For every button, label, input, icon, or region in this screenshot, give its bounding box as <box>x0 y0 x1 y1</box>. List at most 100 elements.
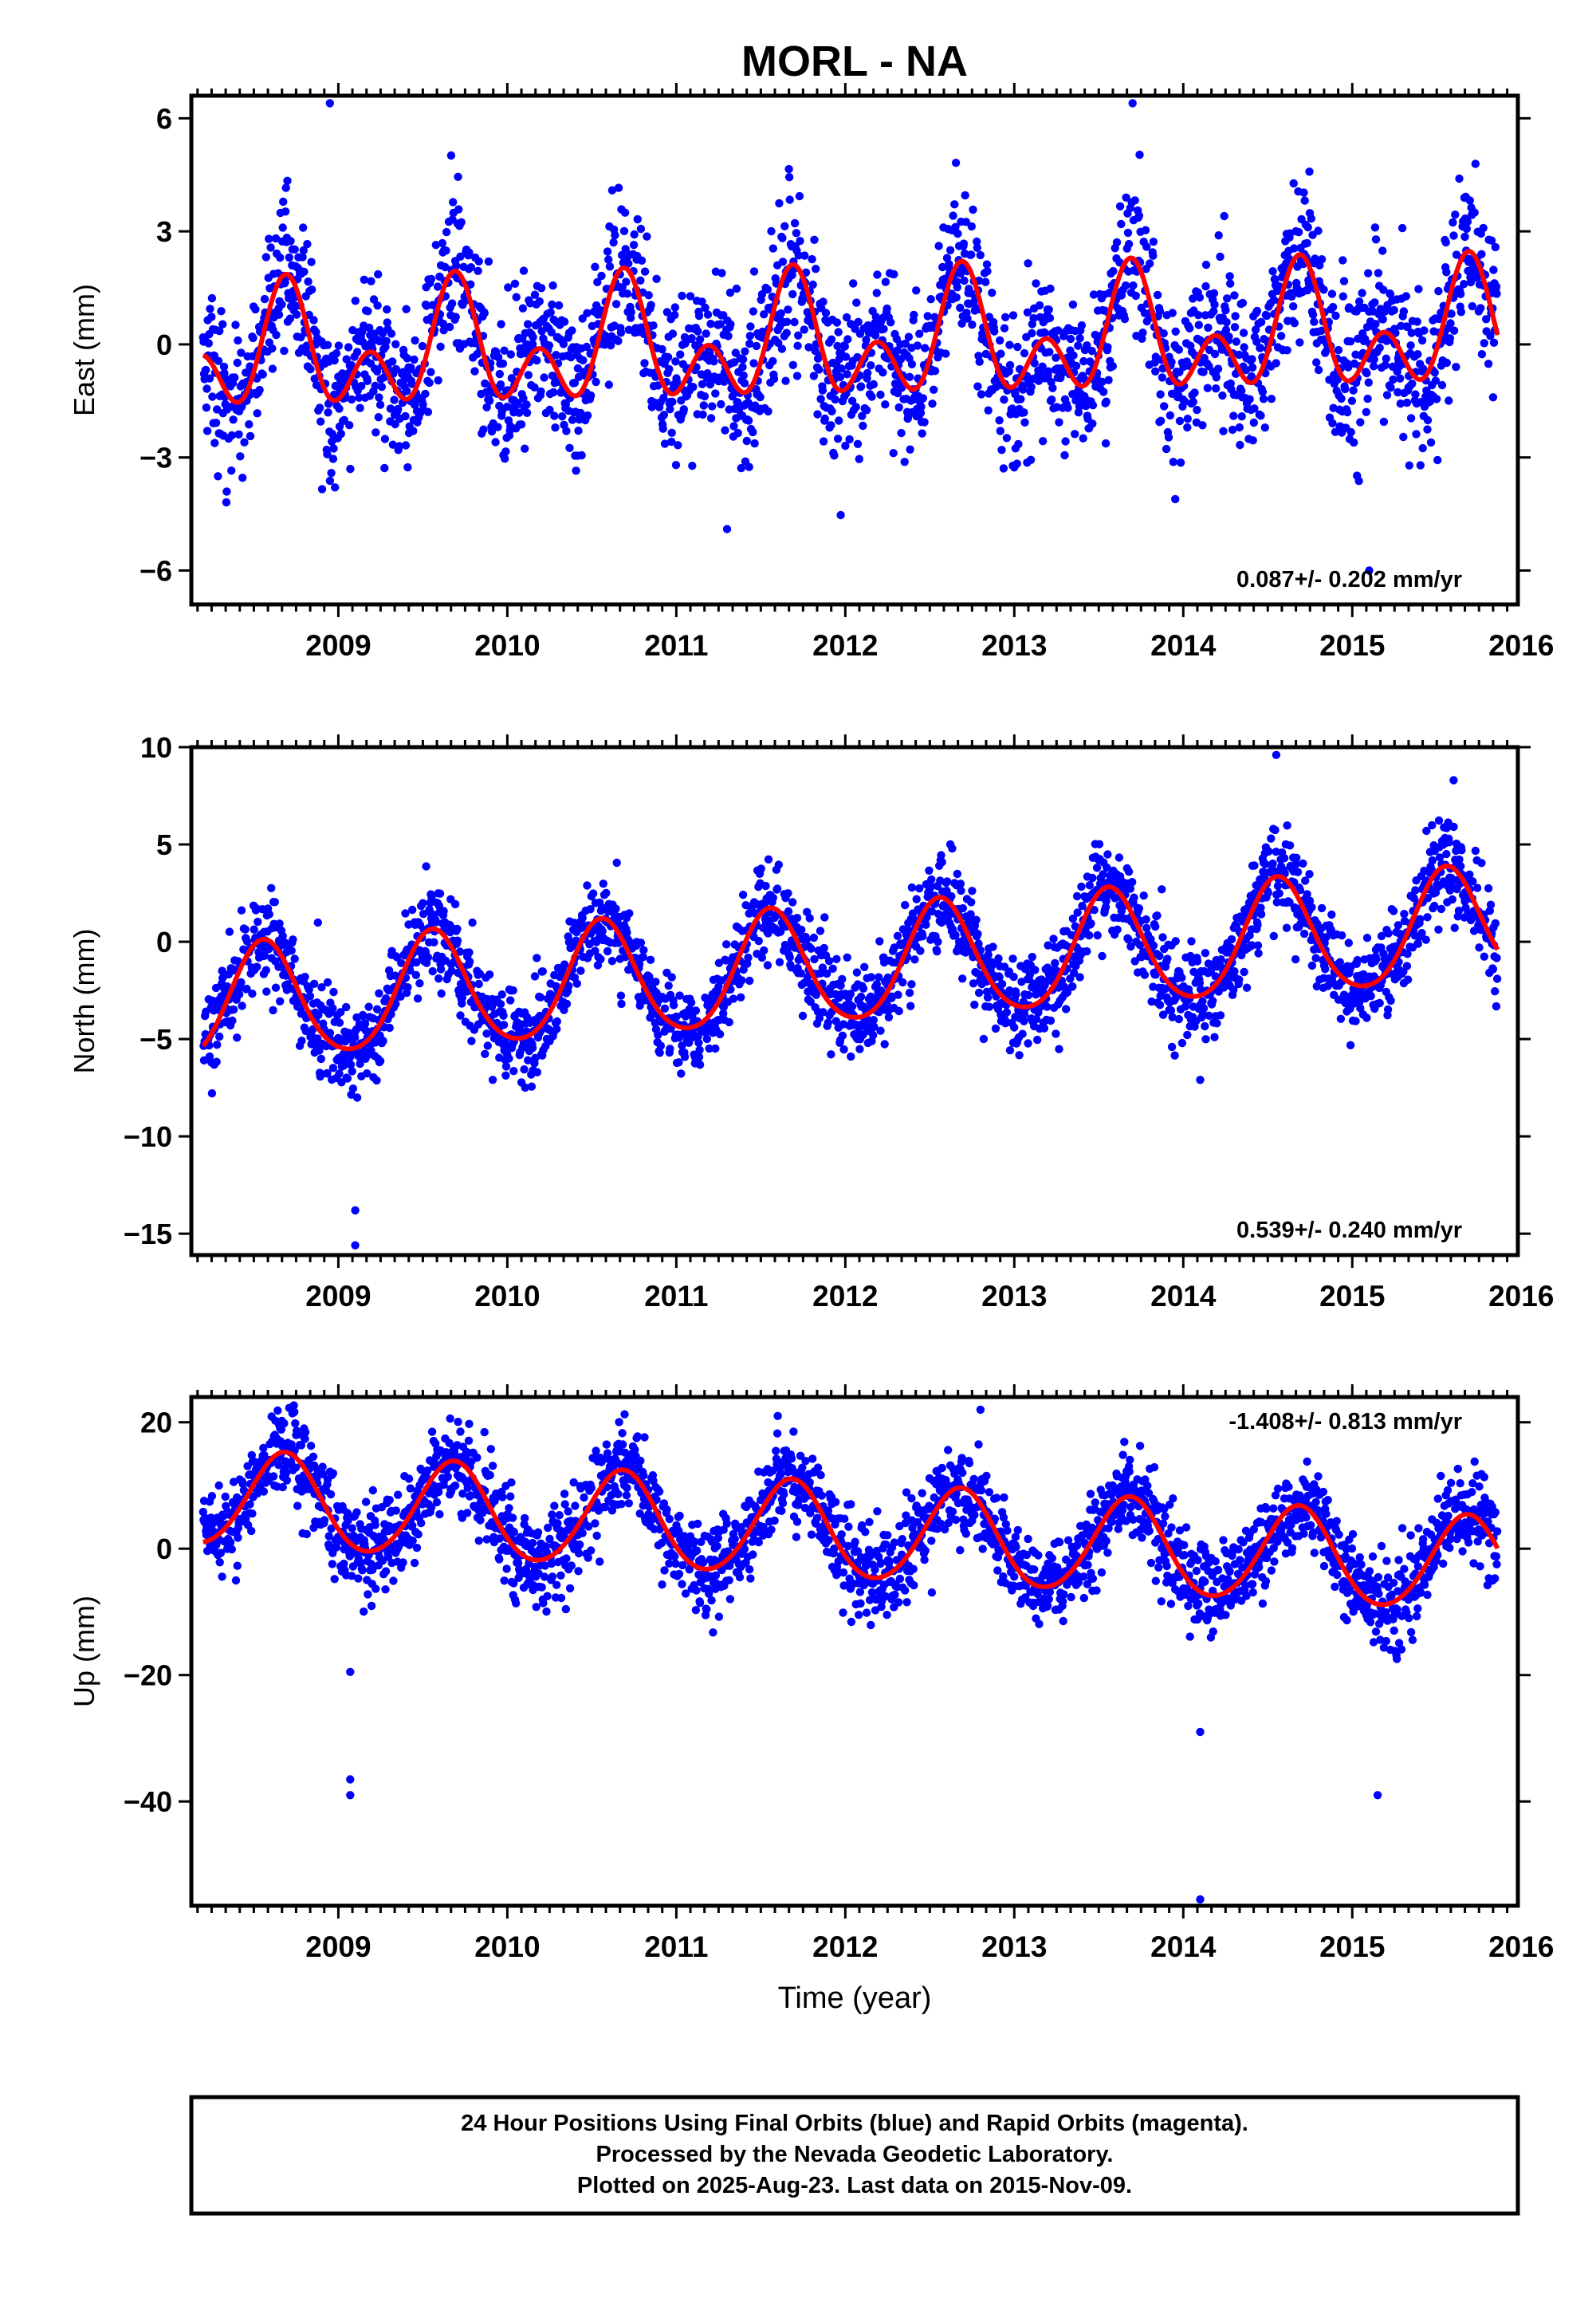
observation-point <box>663 352 673 362</box>
observation-point <box>501 455 509 463</box>
observation-point <box>227 431 236 440</box>
observation-point <box>253 962 261 971</box>
observation-point <box>206 305 214 313</box>
observation-point <box>1411 390 1420 399</box>
observation-point <box>301 972 309 982</box>
observation-point <box>879 368 887 377</box>
observation-point <box>229 1005 238 1014</box>
observation-point <box>1219 427 1228 435</box>
observation-point <box>466 280 475 289</box>
observation-point <box>1310 317 1319 326</box>
observation-point <box>617 999 626 1009</box>
observation-point <box>438 238 447 248</box>
observation-point <box>391 419 399 429</box>
x-tick-label: 2012 <box>812 629 878 662</box>
observation-point <box>737 993 745 1002</box>
observation-point <box>1134 211 1144 220</box>
observation-point <box>276 997 285 1006</box>
observation-point <box>214 356 223 365</box>
observation-point <box>501 1071 510 1080</box>
observation-point <box>691 1006 701 1015</box>
observation-point <box>1220 211 1228 221</box>
observation-point <box>833 435 843 443</box>
observation-point <box>1174 1014 1184 1024</box>
observation-point <box>501 1062 511 1071</box>
observation-point <box>1294 227 1303 237</box>
observation-point <box>387 329 396 338</box>
observation-point <box>827 421 835 430</box>
observation-point <box>985 1002 994 1011</box>
observation-point <box>1434 286 1443 296</box>
observation-point <box>852 298 861 307</box>
observation-point <box>1171 937 1180 946</box>
observation-point <box>1151 922 1160 931</box>
observation-point <box>371 381 379 390</box>
observation-point <box>562 999 572 1009</box>
observation-point <box>1416 461 1425 470</box>
observation-point <box>694 327 702 336</box>
observation-point <box>1044 305 1053 314</box>
observation-point <box>1303 238 1311 248</box>
observation-point <box>1442 358 1452 368</box>
observation-point <box>436 342 445 351</box>
observation-point <box>1055 418 1063 427</box>
observation-point <box>237 906 246 915</box>
observation-point <box>352 1093 362 1102</box>
observation-point <box>493 352 503 362</box>
observation-point <box>1289 179 1298 188</box>
observation-point <box>681 339 690 348</box>
observation-point <box>1214 231 1223 240</box>
observation-point <box>1177 1038 1187 1048</box>
observation-point <box>375 1057 385 1066</box>
observation-point <box>323 978 332 987</box>
observation-point <box>1249 418 1259 427</box>
observation-point <box>994 954 1003 963</box>
observation-point <box>778 234 787 242</box>
observation-point <box>1149 251 1158 260</box>
observation-point <box>451 313 460 321</box>
observation-point <box>745 332 754 340</box>
y-tick-label: −3 <box>140 442 172 474</box>
observation-point <box>752 341 761 351</box>
observation-point <box>427 274 436 284</box>
observation-point <box>431 241 440 250</box>
observation-point <box>1375 344 1384 352</box>
observation-point <box>415 979 424 988</box>
observation-point <box>1305 870 1314 879</box>
observation-point <box>1437 380 1447 390</box>
x-tick-label: 2016 <box>1488 629 1554 662</box>
observation-point <box>1032 279 1040 288</box>
observation-point <box>1171 327 1180 336</box>
observation-point <box>474 266 482 275</box>
observation-point <box>290 245 299 254</box>
observation-point <box>533 954 541 962</box>
observation-point <box>507 374 517 383</box>
observation-point <box>1033 1035 1042 1045</box>
observation-point <box>1174 345 1184 354</box>
observation-point <box>1276 332 1286 340</box>
observation-point <box>1027 383 1036 392</box>
observation-point <box>1445 334 1455 343</box>
observation-point <box>1341 384 1350 394</box>
observation-point <box>1075 334 1084 343</box>
observation-point <box>1013 342 1022 352</box>
observation-point <box>520 1065 529 1074</box>
observation-point <box>498 359 508 368</box>
observation-point <box>907 980 916 989</box>
observation-point <box>345 421 354 430</box>
observation-point <box>915 329 924 338</box>
observation-point <box>446 322 454 332</box>
observation-point <box>1267 834 1276 843</box>
observation-point <box>1362 407 1371 416</box>
observation-point <box>695 1045 704 1055</box>
observation-point <box>1339 256 1347 265</box>
observation-point <box>348 1067 356 1076</box>
observation-point <box>1312 358 1321 367</box>
observation-point <box>845 435 854 444</box>
observation-point <box>1432 395 1441 403</box>
observation-point <box>611 904 620 913</box>
observation-point <box>979 1034 989 1044</box>
observation-point <box>1008 954 1017 963</box>
observation-point <box>1216 1011 1225 1020</box>
observation-point <box>1408 380 1417 388</box>
